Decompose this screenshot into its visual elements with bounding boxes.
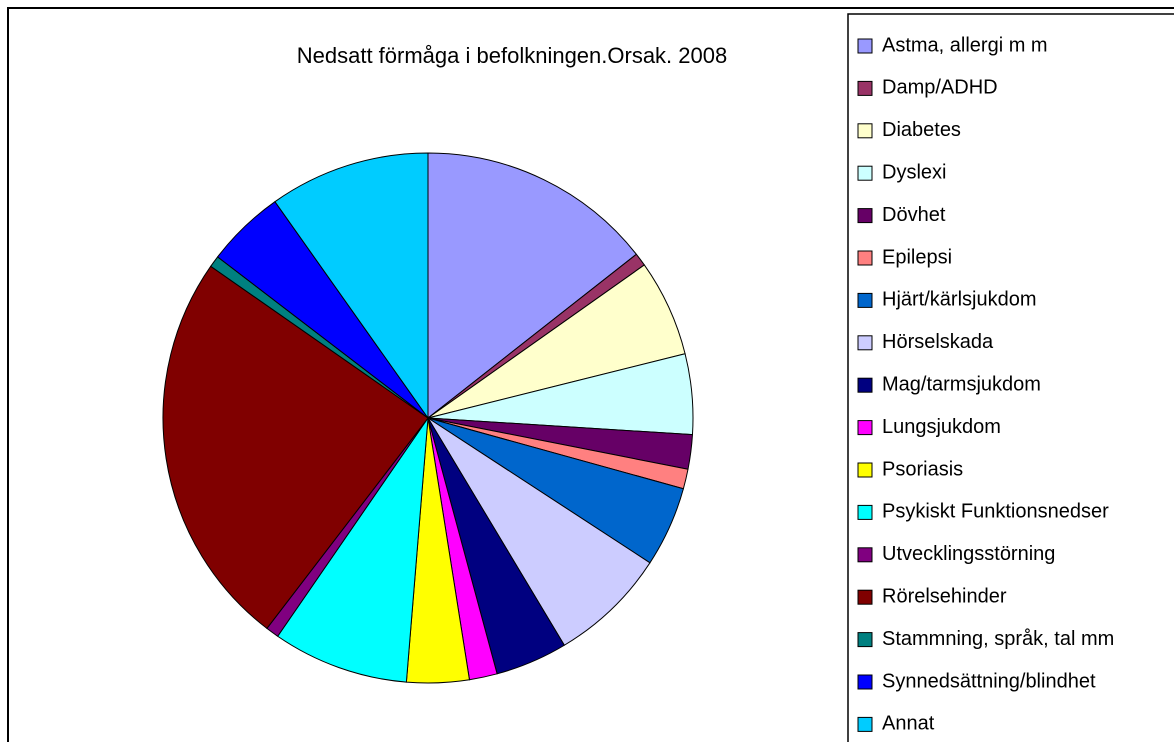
legend: Astma, allergi m m Damp/ADHD Diabetes Dysle… <box>857 34 1114 735</box>
legend-swatch <box>857 165 873 181</box>
legend-label: Damp/ADHD <box>882 77 998 99</box>
legend-label: Synnedsättning/blindhet <box>882 670 1096 692</box>
legend-swatch <box>857 632 873 648</box>
legend-label: Psykiskt Funktionsnedser <box>882 501 1109 523</box>
legend-label: Rörelsehinder <box>882 585 1007 607</box>
legend-label: Utvecklingsstörning <box>882 543 1055 565</box>
legend-swatch <box>857 123 873 139</box>
legend-swatch <box>857 208 873 224</box>
legend-swatch <box>857 335 873 351</box>
legend-swatch <box>857 250 873 266</box>
legend-label: Stammning, språk, tal mm <box>882 628 1114 650</box>
legend-swatch <box>857 377 873 393</box>
legend-swatch <box>857 716 873 732</box>
pie-slice <box>427 417 651 646</box>
legend-label: Hjärt/kärlsjukdom <box>882 289 1036 311</box>
pie-slice <box>162 265 429 630</box>
legend-label: Mag/tarmsjukdom <box>882 373 1041 395</box>
legend-swatch <box>857 504 873 520</box>
legend-label: Annat <box>882 713 935 735</box>
legend-swatch <box>857 674 873 690</box>
legend-label: Lungsjukdom <box>882 416 1001 438</box>
legend-swatch <box>857 420 873 436</box>
legend-swatch <box>857 462 873 478</box>
pie-slice <box>427 152 638 420</box>
legend-swatch <box>857 38 873 54</box>
legend-label: Dövhet <box>882 204 946 226</box>
legend-swatch <box>857 292 873 308</box>
pie <box>162 152 694 684</box>
legend-swatch <box>857 589 873 605</box>
pie-slice <box>274 152 429 420</box>
chart-title: Nedsatt förmåga i befolkningen.Orsak. 20… <box>297 43 727 68</box>
legend-label: Dyslexi <box>882 161 946 183</box>
legend-label: Psoriasis <box>882 458 963 480</box>
legend-label: Epilepsi <box>882 246 952 268</box>
pie-slice <box>276 416 429 683</box>
legend-box <box>847 13 1174 742</box>
legend-label: Diabetes <box>882 119 961 141</box>
legend-label: Astma, allergi m m <box>882 34 1048 56</box>
legend-label: Hörselskada <box>882 331 994 353</box>
legend-swatch <box>857 80 873 96</box>
legend-swatch <box>857 547 873 563</box>
